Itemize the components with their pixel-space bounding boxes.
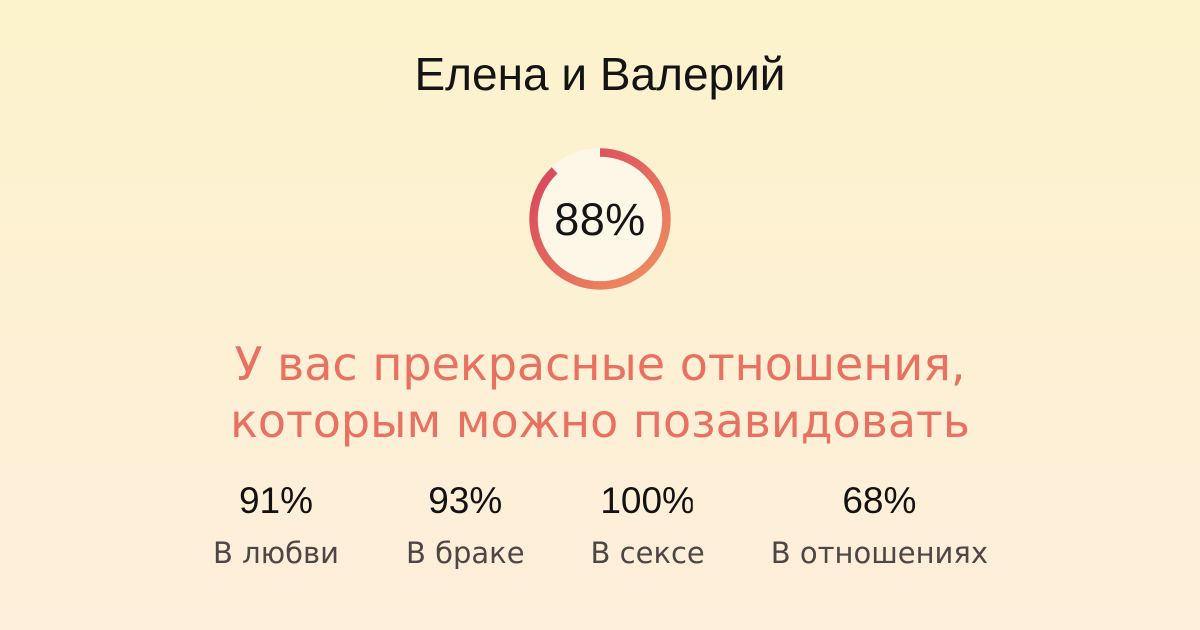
- stat-marriage: 93% В браке: [406, 480, 525, 571]
- stat-relationship-label: В отношениях: [770, 536, 988, 570]
- stat-marriage-label: В браке: [406, 536, 525, 570]
- stat-marriage-percent: 93%: [428, 480, 503, 521]
- stat-love: 91% В любви: [212, 480, 340, 571]
- compatibility-ring: 88%: [529, 148, 671, 290]
- stat-relationship-percent: 68%: [842, 480, 917, 521]
- stat-sex-label: В сексе: [590, 536, 705, 570]
- stat-love-percent: 91%: [238, 480, 314, 521]
- category-stats-row: 91% В любви 93% В браке 100% В сексе 68%…: [212, 480, 988, 571]
- verdict-line-1: У вас прекрасные отношения,: [234, 337, 966, 391]
- couple-names-title: Елена и Валерий: [414, 48, 786, 100]
- progress-ring-svg: [529, 148, 671, 290]
- stat-relationship: 68% В отношениях: [770, 480, 988, 571]
- stat-sex: 100% В сексе: [591, 482, 705, 570]
- stat-sex-percent: 100%: [600, 480, 695, 521]
- verdict-text: У вас прекрасные отношения, которым можн…: [230, 336, 970, 450]
- verdict-line-2: которым можно позавидовать: [230, 394, 970, 448]
- total-score-percent: 88%: [554, 194, 646, 245]
- ring-progress-arc: [529, 148, 671, 290]
- ring-inner-disc: [529, 148, 671, 290]
- stat-love-label: В любви: [213, 536, 339, 570]
